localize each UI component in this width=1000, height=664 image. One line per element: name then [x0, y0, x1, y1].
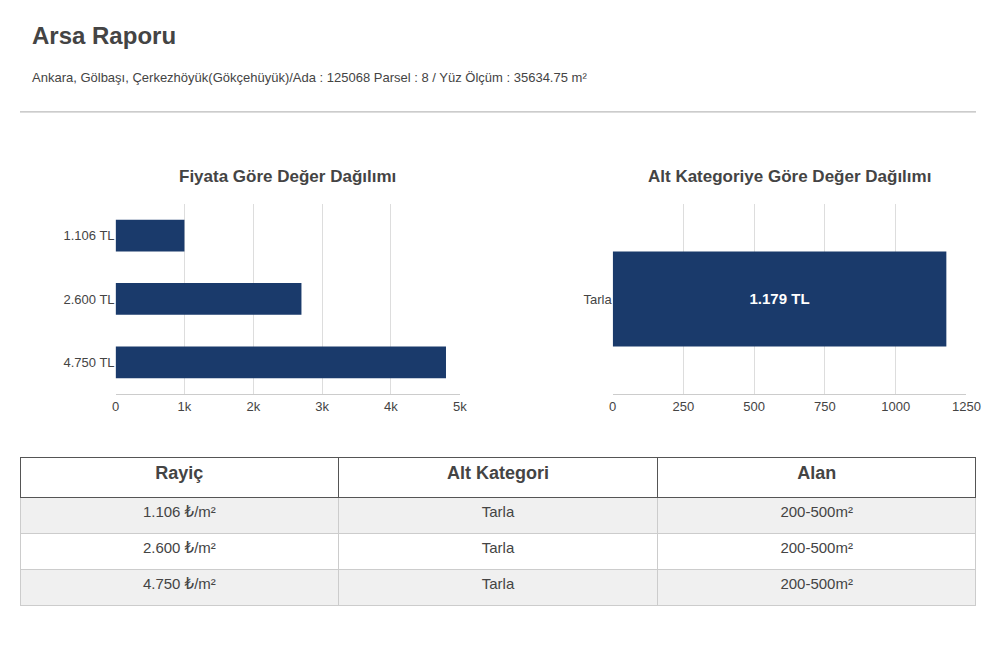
svg-text:2.600 TL: 2.600 TL — [64, 292, 115, 307]
svg-text:2.600 ₺/m²: 2.600 ₺/m² — [143, 539, 216, 556]
svg-text:4.750 TL: 4.750 TL — [64, 355, 115, 370]
svg-text:750: 750 — [814, 399, 836, 414]
svg-text:2k: 2k — [246, 399, 260, 414]
svg-text:Tarla: Tarla — [482, 575, 515, 592]
svg-text:200-500m²: 200-500m² — [780, 575, 853, 592]
svg-text:1.106 ₺/m²: 1.106 ₺/m² — [143, 503, 216, 520]
svg-text:1k: 1k — [178, 399, 192, 414]
svg-text:Arsa Raporu: Arsa Raporu — [32, 22, 176, 49]
svg-text:4.750 ₺/m²: 4.750 ₺/m² — [143, 575, 216, 592]
svg-text:Alt Kategoriye Göre Değer Dağı: Alt Kategoriye Göre Değer Dağılımı — [648, 167, 931, 186]
svg-text:Tarla: Tarla — [584, 292, 613, 307]
svg-text:Alan: Alan — [797, 463, 836, 483]
svg-text:Ankara, Gölbaşı, Çerkezhöyük(G: Ankara, Gölbaşı, Çerkezhöyük(Gökçehüyük)… — [32, 70, 587, 85]
svg-text:4k: 4k — [384, 399, 398, 414]
svg-text:250: 250 — [673, 399, 695, 414]
svg-text:Alt Kategori: Alt Kategori — [447, 463, 549, 483]
svg-text:1250: 1250 — [952, 399, 981, 414]
svg-text:Tarla: Tarla — [482, 539, 515, 556]
svg-text:Fiyata Göre Değer Dağılımı: Fiyata Göre Değer Dağılımı — [179, 167, 396, 186]
svg-text:0: 0 — [112, 399, 119, 414]
svg-text:1000: 1000 — [881, 399, 910, 414]
svg-text:3k: 3k — [315, 399, 329, 414]
svg-text:200-500m²: 200-500m² — [780, 503, 853, 520]
svg-text:5k: 5k — [453, 399, 467, 414]
svg-text:0: 0 — [609, 399, 616, 414]
svg-text:200-500m²: 200-500m² — [780, 539, 853, 556]
svg-text:Tarla: Tarla — [482, 503, 515, 520]
svg-text:500: 500 — [743, 399, 765, 414]
svg-text:Rayiç: Rayiç — [155, 463, 203, 483]
svg-text:1.106 TL: 1.106 TL — [64, 228, 115, 243]
svg-text:1.179 TL: 1.179 TL — [750, 290, 810, 307]
